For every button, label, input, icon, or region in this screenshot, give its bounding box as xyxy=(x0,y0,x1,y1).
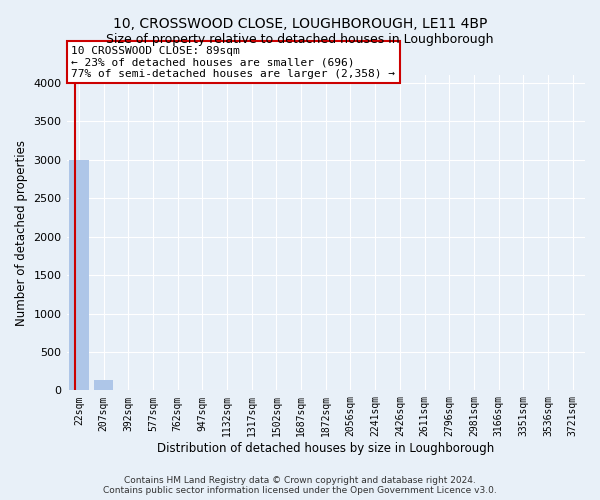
Text: Size of property relative to detached houses in Loughborough: Size of property relative to detached ho… xyxy=(106,32,494,46)
Bar xyxy=(94,380,113,390)
X-axis label: Distribution of detached houses by size in Loughborough: Distribution of detached houses by size … xyxy=(157,442,494,455)
Y-axis label: Number of detached properties: Number of detached properties xyxy=(15,140,28,326)
Text: 10 CROSSWOOD CLOSE: 89sqm
← 23% of detached houses are smaller (696)
77% of semi: 10 CROSSWOOD CLOSE: 89sqm ← 23% of detac… xyxy=(71,46,395,79)
Text: 10, CROSSWOOD CLOSE, LOUGHBOROUGH, LE11 4BP: 10, CROSSWOOD CLOSE, LOUGHBOROUGH, LE11 … xyxy=(113,18,487,32)
Bar xyxy=(69,160,89,390)
Text: Contains HM Land Registry data © Crown copyright and database right 2024.
Contai: Contains HM Land Registry data © Crown c… xyxy=(103,476,497,495)
